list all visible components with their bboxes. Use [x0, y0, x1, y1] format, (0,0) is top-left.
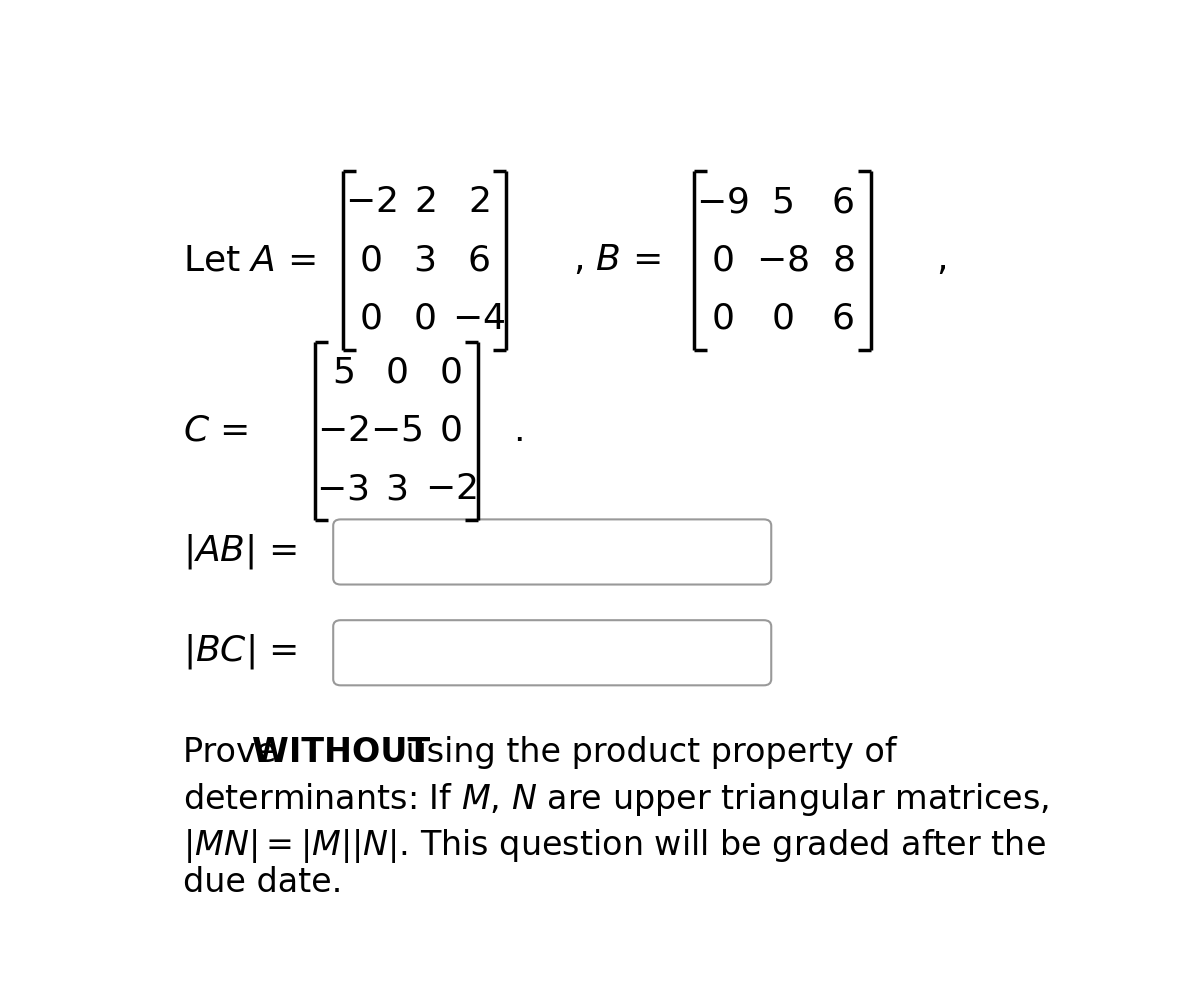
Text: $3$: $3$: [413, 244, 436, 277]
Text: $-2$: $-2$: [317, 414, 368, 448]
Text: $-8$: $-8$: [756, 244, 809, 277]
Text: $0$: $0$: [359, 244, 382, 277]
Text: $6$: $6$: [832, 301, 854, 335]
Text: $-2$: $-2$: [425, 472, 476, 507]
Text: using the product property of: using the product property of: [395, 736, 896, 769]
Text: $|AB|$ =: $|AB|$ =: [182, 532, 296, 571]
Text: $0$: $0$: [413, 301, 436, 335]
Text: determinants: If $M$, $N$ are upper triangular matrices,: determinants: If $M$, $N$ are upper tria…: [182, 780, 1049, 818]
Text: $0$: $0$: [772, 301, 793, 335]
Text: $0$: $0$: [439, 355, 462, 390]
Text: $-3$: $-3$: [317, 472, 368, 507]
FancyBboxPatch shape: [334, 620, 772, 686]
Text: WITHOUT: WITHOUT: [252, 736, 431, 769]
Text: , $B$ =: , $B$ =: [574, 244, 661, 277]
Text: $-9$: $-9$: [696, 185, 749, 220]
Text: $C$ =: $C$ =: [182, 414, 247, 448]
Text: $|MN| = |M||N|$. This question will be graded after the: $|MN| = |M||N|$. This question will be g…: [182, 827, 1045, 865]
Text: due date.: due date.: [182, 866, 342, 899]
Text: $3$: $3$: [385, 472, 408, 507]
Text: $-4$: $-4$: [451, 301, 505, 335]
Text: $0$: $0$: [439, 414, 462, 448]
Text: $0$: $0$: [385, 355, 408, 390]
Text: $5$: $5$: [331, 355, 354, 390]
FancyBboxPatch shape: [334, 520, 772, 584]
Text: $8$: $8$: [832, 244, 854, 277]
Text: Prove: Prove: [182, 736, 287, 769]
Text: $-2$: $-2$: [344, 185, 396, 220]
Text: $6$: $6$: [467, 244, 490, 277]
Text: Let $A$ =: Let $A$ =: [182, 244, 316, 277]
Text: ,: ,: [936, 244, 947, 277]
Text: $2$: $2$: [414, 185, 436, 220]
Text: $0$: $0$: [710, 301, 733, 335]
Text: .: .: [512, 414, 524, 448]
Text: $0$: $0$: [359, 301, 382, 335]
Text: $2$: $2$: [468, 185, 488, 220]
Text: $|BC|$ =: $|BC|$ =: [182, 632, 296, 672]
Text: $6$: $6$: [832, 185, 854, 220]
Text: $-5$: $-5$: [371, 414, 422, 448]
Text: $0$: $0$: [710, 244, 733, 277]
Text: $5$: $5$: [772, 185, 793, 220]
